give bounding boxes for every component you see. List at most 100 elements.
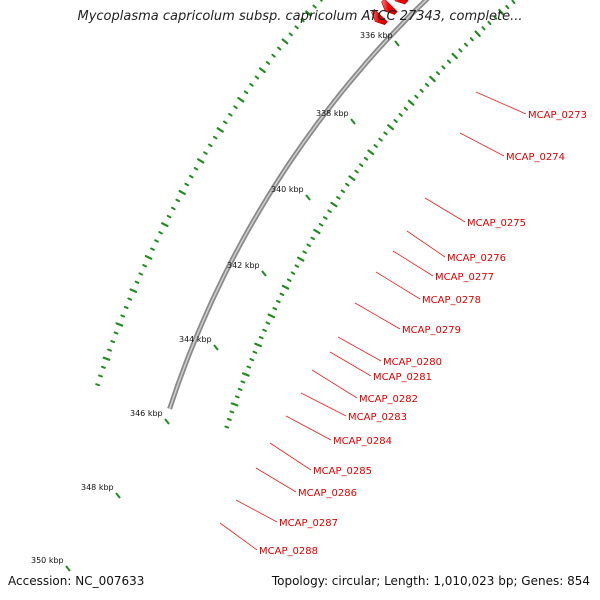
gene-label[interactable]: MCAP_0276 <box>447 253 506 264</box>
gene-leader-line <box>392 250 434 277</box>
outer-tick-mark <box>323 216 328 220</box>
outer-tick-mark <box>254 342 262 348</box>
outer-tick-mark <box>313 228 321 235</box>
outer-tick-mark <box>354 169 359 174</box>
outer-tick-mark <box>246 365 252 369</box>
outer-tick-mark <box>279 292 285 297</box>
tick-label: 336 kbp <box>360 31 393 40</box>
outer-tick-mark <box>330 201 338 208</box>
gene-label[interactable]: MCAP_0285 <box>313 466 372 477</box>
gene-label[interactable]: MCAP_0280 <box>383 357 442 368</box>
outer-tick-mark <box>229 410 235 414</box>
inner-tick-mark <box>110 340 116 344</box>
gene-leader-line <box>406 230 446 258</box>
outer-tick-mark <box>224 425 230 429</box>
outer-tick-mark <box>511 0 516 5</box>
gene-label[interactable]: MCAP_0287 <box>279 518 338 529</box>
inner-tick-mark <box>249 82 254 87</box>
gene-label[interactable]: MCAP_0278 <box>422 295 481 306</box>
outer-tick-mark <box>387 124 394 131</box>
genes-layer <box>371 0 409 26</box>
gene-leader-line <box>285 415 332 441</box>
gene-label[interactable]: MCAP_0277 <box>435 272 494 283</box>
outer-tick-mark <box>234 395 240 399</box>
outer-tick-mark <box>340 189 346 194</box>
outer-tick-mark <box>249 358 255 362</box>
outer-tick-mark <box>348 175 356 181</box>
outer-tick-mark <box>458 48 463 53</box>
backbone-line <box>167 0 430 410</box>
outer-tick-mark <box>302 250 307 254</box>
inner-tick-mark <box>203 151 208 155</box>
outer-tick-mark <box>493 15 498 20</box>
inner-tick-mark <box>161 222 169 228</box>
outer-tick-mark <box>487 20 492 26</box>
inner-tick-mark <box>208 143 213 148</box>
major-tick-mark <box>164 418 170 425</box>
inner-tick-mark <box>166 214 172 219</box>
gene-label[interactable]: MCAP_0279 <box>402 325 461 336</box>
inner-tick-mark <box>305 10 312 17</box>
outer-tick-mark <box>237 387 243 391</box>
tick-label: 338 kbp <box>316 109 349 118</box>
gene-leader-line <box>475 91 527 115</box>
outer-tick-mark <box>327 209 332 214</box>
inner-tick-mark <box>120 314 126 318</box>
inner-tick-mark <box>216 127 224 133</box>
outer-tick-mark <box>469 37 474 42</box>
outer-tick-mark <box>275 299 281 304</box>
outer-tick-mark <box>451 52 458 60</box>
outer-tick-mark <box>226 418 232 421</box>
gene-label[interactable]: MCAP_0284 <box>333 436 392 447</box>
major-tick-mark <box>213 344 219 351</box>
gene-label[interactable]: MCAP_0286 <box>298 488 357 499</box>
gene-leader-line <box>375 271 421 300</box>
major-tick-mark <box>350 118 356 125</box>
outer-tick-mark <box>481 26 486 31</box>
major-tick-mark <box>261 270 267 277</box>
gene-leader-line <box>255 467 297 493</box>
gene-label[interactable]: MCAP_0281 <box>373 372 432 383</box>
gene-leader-line <box>219 522 258 551</box>
inner-tick-mark <box>294 25 299 30</box>
inner-tick-mark <box>175 198 181 203</box>
inner-tick-mark <box>212 135 218 140</box>
gene-arrow <box>394 0 409 5</box>
gene-label[interactable]: MCAP_0283 <box>348 412 407 423</box>
outer-tick-mark <box>310 236 316 241</box>
inner-tick-mark <box>144 255 153 260</box>
inner-tick-mark <box>123 305 129 310</box>
inner-tick-mark <box>150 247 155 251</box>
inner-tick-mark <box>127 297 133 301</box>
tick-dots-layer <box>65 0 516 572</box>
gene-label[interactable]: MCAP_0282 <box>359 394 418 405</box>
gene-label[interactable]: MCAP_0288 <box>259 546 318 557</box>
inner-tick-mark <box>102 356 111 361</box>
outer-tick-mark <box>464 42 469 47</box>
map-title: Mycoplasma capricolum subsp. capricolum … <box>77 9 523 24</box>
backbone-layer <box>167 0 430 410</box>
outer-tick-mark <box>419 88 424 93</box>
inner-tick-mark <box>154 239 159 243</box>
outer-tick-mark <box>297 256 305 262</box>
outer-tick-mark <box>230 402 239 407</box>
outer-tick-mark <box>336 196 341 200</box>
tick-label: 344 kbp <box>179 335 212 344</box>
outer-tick-mark <box>498 8 505 16</box>
genome-summary-text: Topology: circular; Length: 1,010,023 bp… <box>271 574 590 588</box>
outer-tick-mark <box>240 380 246 384</box>
inner-tick-mark <box>312 4 317 9</box>
inner-tick-mark <box>158 231 163 235</box>
outer-tick-mark <box>435 71 441 76</box>
inner-tick-mark <box>189 174 194 179</box>
outer-tick-mark <box>393 119 398 123</box>
outer-tick-mark <box>474 30 481 38</box>
gene-label[interactable]: MCAP_0273 <box>528 110 587 121</box>
gene-label[interactable]: MCAP_0275 <box>467 218 526 229</box>
gene-leader-line <box>424 197 466 223</box>
gene-leader-line <box>329 351 372 377</box>
major-tick-mark <box>115 492 121 499</box>
inner-tick-mark <box>134 280 140 284</box>
gene-label[interactable]: MCAP_0274 <box>506 152 565 163</box>
